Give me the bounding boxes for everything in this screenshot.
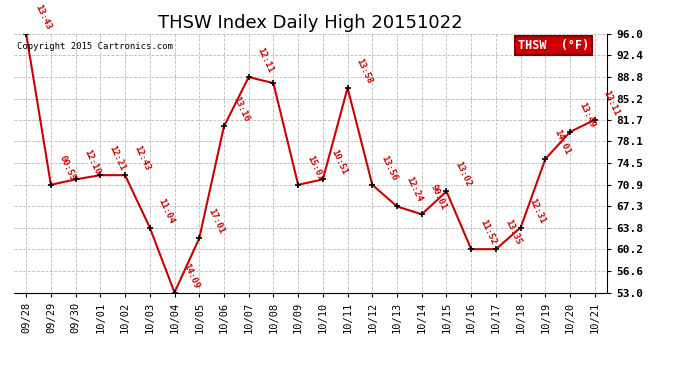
Text: 12:31: 12:31 xyxy=(528,196,547,225)
Text: 13:58: 13:58 xyxy=(355,57,374,85)
Text: 12:24: 12:24 xyxy=(404,176,424,204)
Text: 90:01: 90:01 xyxy=(428,183,448,211)
Text: 13:56: 13:56 xyxy=(380,154,399,182)
Title: THSW Index Daily High 20151022: THSW Index Daily High 20151022 xyxy=(158,14,463,32)
Text: 11:04: 11:04 xyxy=(157,196,176,225)
Text: 12:11: 12:11 xyxy=(255,46,275,74)
Text: 12:21: 12:21 xyxy=(107,144,127,172)
Text: 10:51: 10:51 xyxy=(330,148,349,177)
Text: 13:35: 13:35 xyxy=(503,218,522,246)
Text: 11:52: 11:52 xyxy=(478,218,497,246)
Text: 00:55: 00:55 xyxy=(58,154,77,182)
Text: 14:01: 14:01 xyxy=(552,128,572,156)
Text: 12:10: 12:10 xyxy=(83,148,102,177)
Text: 15:01: 15:01 xyxy=(305,154,324,182)
Text: 14:09: 14:09 xyxy=(181,261,201,290)
Text: 13:49: 13:49 xyxy=(577,101,597,129)
Text: 13:16: 13:16 xyxy=(231,96,250,124)
Text: 13:43: 13:43 xyxy=(33,3,52,31)
Text: THSW  (°F): THSW (°F) xyxy=(518,39,589,52)
Text: 12:11: 12:11 xyxy=(602,89,621,117)
Text: 13:02: 13:02 xyxy=(453,160,473,189)
Text: Copyright 2015 Cartronics.com: Copyright 2015 Cartronics.com xyxy=(17,42,172,51)
Text: 17:01: 17:01 xyxy=(206,207,226,236)
Text: 12:43: 12:43 xyxy=(132,144,152,172)
